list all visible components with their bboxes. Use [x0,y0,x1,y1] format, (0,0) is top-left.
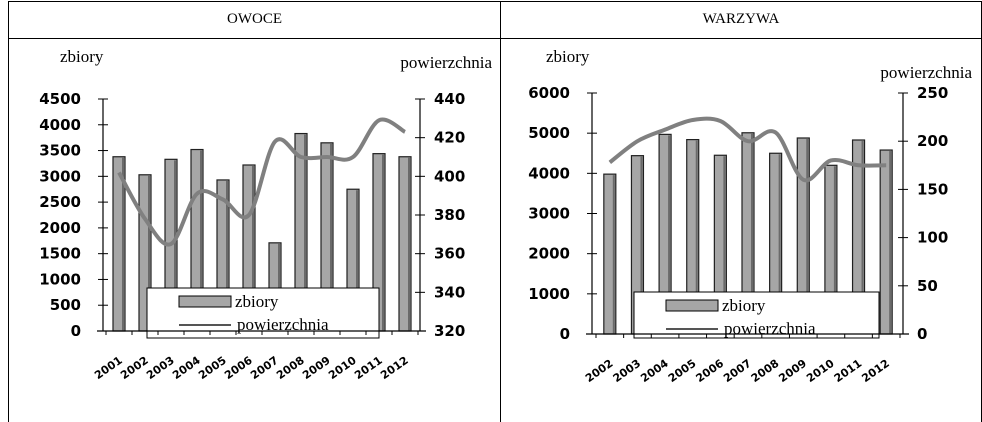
bar-shade-2008 [778,154,781,334]
line-series-powierzchnia [117,117,407,247]
y-tick-label-left: 0 [560,325,570,343]
y-axis-title-left: zbiory [60,47,104,66]
y-tick-label-left: 4000 [528,164,570,182]
bar-shade-2004 [668,135,671,334]
y-tick-label-right: 150 [917,180,948,198]
y-tick-label-left: 3000 [39,167,81,185]
y-tick-label-right: 440 [434,90,465,108]
y-tick-label-left: 5000 [528,124,570,142]
bar-shade-2010 [356,190,358,331]
x-tick-label-2012: 2012 [859,357,892,385]
bar-shade-2006 [723,156,726,334]
y-tick-label-right: 0 [917,325,927,343]
y-axis-title-left: zbiory [546,47,590,66]
bar-shade-2010 [833,166,836,334]
y-tick-label-left: 2000 [528,245,570,263]
y-tick-label-right: 200 [917,132,948,150]
bar-shade-2005 [695,140,698,334]
y-tick-label-right: 380 [434,206,465,224]
bar-shade-2011 [382,154,384,331]
legend-label-powierzchnia: powierzchnia [237,315,329,334]
legend: zbiory powierzchnia [633,291,880,339]
legend-label-powierzchnia: powierzchnia [724,319,816,338]
y-tick-label-right: 400 [434,167,465,185]
bar-shade-2004 [200,150,202,331]
bar-shade-2007 [751,133,753,334]
y-tick-label-left: 0 [71,322,81,340]
y-tick-label-left: 4500 [39,90,81,108]
x-tick-label-2006: 2006 [694,357,727,385]
x-tick-label-2003: 2003 [611,357,644,385]
bar-shade-2009 [330,143,332,331]
bar-shade-2002 [612,175,615,334]
legend-swatch-bar [665,299,719,312]
x-tick-label-2007: 2007 [721,357,754,385]
bar-shade-2005 [226,180,228,331]
bar-shade-2009 [806,138,809,334]
bar-shade-2012 [408,157,410,331]
legend-swatch-bar [178,295,232,308]
legend-label-zbiory: zbiory [235,292,279,311]
y-tick-label-right: 360 [434,245,465,263]
y-tick-label-left: 2000 [39,219,81,237]
y-tick-label-right: 320 [434,322,465,340]
x-tick-label-2009: 2009 [776,357,809,385]
bar-shade-2003 [640,156,643,334]
y-tick-label-right: 340 [434,283,465,301]
x-tick-label-2011: 2011 [832,357,865,385]
bar-shade-2008 [304,134,306,331]
bar-shade-2011 [861,140,864,334]
y-tick-label-left: 1000 [39,270,81,288]
y-axis-title-right: powierzchnia [880,63,972,82]
bar-shade-2003 [174,160,176,331]
y-tick-label-right: 420 [434,129,465,147]
y-tick-label-left: 6000 [528,84,570,102]
y-tick-label-left: 500 [50,296,81,314]
panel-header-owoce: OWOCE [227,10,282,27]
bar-series-zbiory [603,132,893,335]
y-axis-title-right: powierzchnia [400,53,492,72]
y-tick-label-left: 2500 [39,193,81,211]
y-tick-label-left: 1000 [528,285,570,303]
line-series-powierzchnia [608,116,887,183]
legend: zbiory powierzchnia [146,287,380,339]
bar-shade-2012 [889,151,892,334]
legend-label-zbiory: zbiory [722,296,766,315]
x-tick-label-2004: 2004 [638,357,671,385]
bar-shade-2007 [278,243,280,331]
y-tick-label-left: 1500 [39,245,81,263]
y-tick-label-right: 50 [917,277,938,295]
bar-shade-2002 [148,175,150,331]
y-tick-label-right: 250 [917,84,948,102]
x-tick-label-2002: 2002 [583,357,616,385]
x-tick-label-2008: 2008 [749,357,782,385]
bar-shade-2006 [252,165,254,331]
y-tick-label-right: 100 [917,229,948,247]
x-tick-label-2010: 2010 [804,357,837,385]
x-tick-label-2005: 2005 [666,357,699,385]
y-tick-label-left: 3500 [39,142,81,160]
panel-header-warzywa: WARZYWA [702,10,780,27]
bar-shade-2001 [122,157,124,331]
y-tick-label-left: 4000 [39,116,81,134]
y-tick-label-left: 3000 [528,205,570,223]
